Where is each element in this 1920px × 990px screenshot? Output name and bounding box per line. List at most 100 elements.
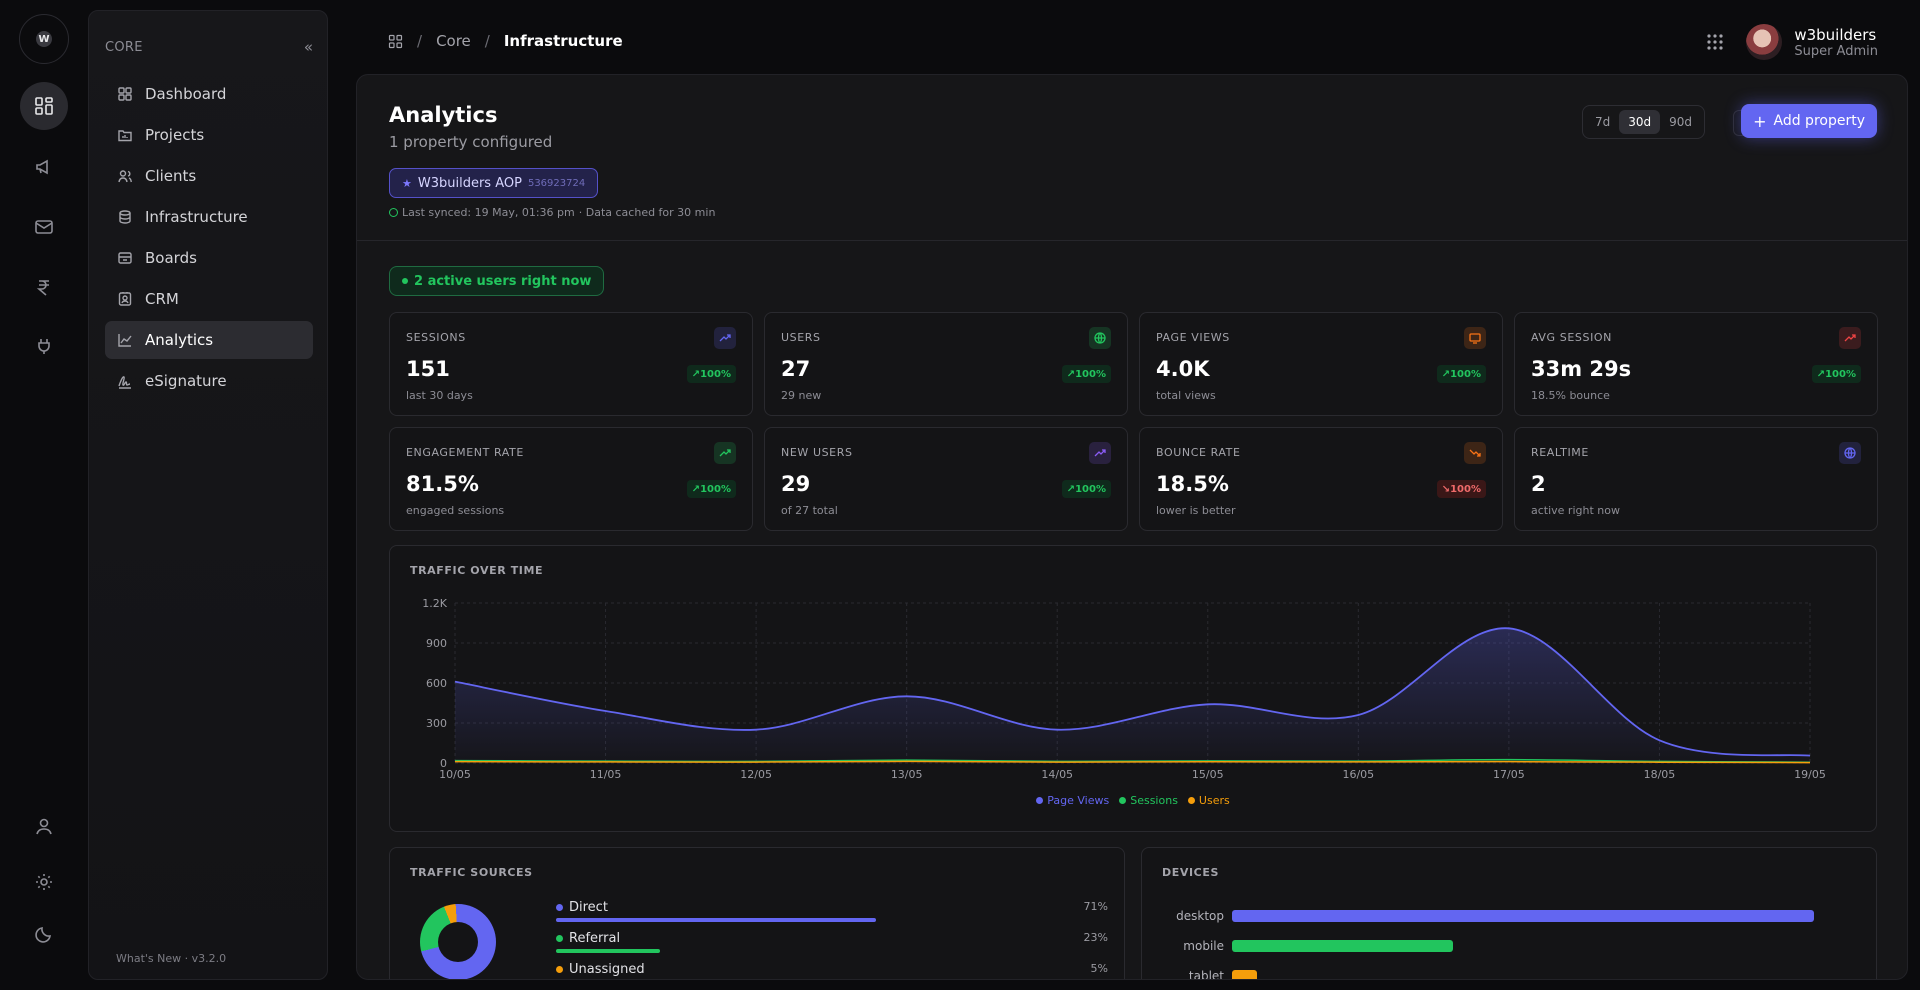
legend-swatch [1036,797,1044,804]
grid-icon [118,87,132,101]
legend-item[interactable]: Sessions [1119,794,1178,807]
stat-value: 81.5% [406,472,479,496]
y-tick-label: 900 [426,637,447,650]
moon-icon [35,927,51,943]
stat-card-realtime[interactable]: REALTIME 2 active right now [1514,427,1878,531]
collapse-sidebar-icon[interactable]: « [303,38,313,56]
whats-new-link[interactable]: What's New · v3.2.0 [116,952,227,965]
sidebar-item-label: Infrastructure [145,208,248,226]
device-row[interactable]: desktop [1162,906,1814,926]
source-dot [556,904,563,911]
sidebar-item-label: Clients [145,167,197,185]
cache-note: · Data cached for 30 min [578,206,716,219]
sidebar-item-label: Analytics [145,331,214,349]
stat-value: 27 [781,357,811,381]
sidebar-item-infrastructure[interactable]: Infrastructure [105,198,313,236]
stat-label: ENGAGEMENT RATE [406,446,524,459]
rail-dashboard-button[interactable] [20,82,68,130]
stat-label: REALTIME [1531,446,1589,459]
stat-card-sessions[interactable]: SESSIONS 151 last 30 days ↗ 100% [389,312,753,416]
sidebar-item-esignature[interactable]: eSignature [105,362,313,400]
trend-up-icon [714,327,736,349]
x-tick-label: 19/05 [1794,768,1826,781]
breadcrumb-separator: / [484,32,490,50]
sidebar-item-clients[interactable]: Clients [105,157,313,195]
breadcrumb-core[interactable]: Core [436,32,471,50]
sidebar-item-boards[interactable]: Boards [105,239,313,277]
page-subtitle: 1 property configured [389,133,553,151]
app-logo[interactable]: W [19,14,69,64]
user-area: w3builders Super Admin [1706,24,1878,60]
stat-change-value: 100% [700,368,731,380]
rail-profile-button[interactable] [20,802,68,850]
device-bar [1232,940,1454,952]
active-users-text: 2 active users right now [414,273,592,289]
megaphone-icon [36,159,48,175]
y-tick-label: 300 [426,717,447,730]
rail-mail-button[interactable] [20,203,68,251]
stat-card-bounce-rate[interactable]: BOUNCE RATE 18.5% lower is better ↘ 100% [1139,427,1503,531]
stat-label: NEW USERS [781,446,853,459]
stat-label: PAGE VIEWS [1156,331,1230,344]
device-bar [1232,910,1814,922]
trend-up-icon [714,442,736,464]
rail-finance-button[interactable] [20,263,68,311]
sidebar-item-crm[interactable]: CRM [105,280,313,318]
stat-change-value: 100% [1825,368,1856,380]
stat-value: 33m 29s [1531,357,1632,381]
legend-swatch [1187,797,1195,804]
avatar[interactable] [1746,24,1783,60]
x-tick-label: 13/05 [891,768,923,781]
stat-card-new-users[interactable]: NEW USERS 29 of 27 total ↗ 100% [764,427,1128,531]
property-id: 536923724 [527,177,586,189]
range-30d[interactable]: 30d [1619,110,1661,134]
device-label: desktop [1176,909,1224,923]
star-icon: ★ [402,176,412,190]
breadcrumb-current: Infrastructure [503,32,623,50]
stat-label: AVG SESSION [1531,331,1612,344]
stat-sub: of 27 total [781,504,838,517]
devices-card: DEVICES desktop mobile tablet [1141,847,1877,980]
stat-card-avg-session[interactable]: AVG SESSION 33m 29s 18.5% bounce ↗ 100% [1514,312,1878,416]
sidebar-item-projects[interactable]: Projects [105,116,313,154]
stat-change-badge: ↘ 100% [1436,480,1486,498]
rail-settings-button[interactable] [20,858,68,906]
stat-label: BOUNCE RATE [1156,446,1241,459]
plug-icon [38,339,50,354]
apps-grid-icon[interactable] [1706,33,1724,51]
rail-campaigns-button[interactable] [20,143,68,191]
source-dot [556,966,563,973]
stat-card-engagement-rate[interactable]: ENGAGEMENT RATE 81.5% engaged sessions ↗ 100… [389,427,753,531]
y-tick-label: 600 [426,677,447,690]
sidebar-item-label: eSignature [145,372,227,390]
rail-integrations-button[interactable] [20,322,68,370]
trend-up-icon: ↗ [691,368,701,380]
stat-change-value: 100% [1450,483,1481,495]
device-row[interactable]: mobile [1162,936,1454,956]
stat-sub: lower is better [1156,504,1236,517]
stat-card-page-views[interactable]: PAGE VIEWS 4.0K total views ↗ 100% [1139,312,1503,416]
sidebar-item-dashboard[interactable]: Dashboard [105,75,313,113]
sidebar-item-analytics[interactable]: Analytics [105,321,313,359]
settings-gear-icon [36,874,52,890]
source-name: Direct [556,900,608,915]
rail-theme-button[interactable] [20,910,68,958]
source-row[interactable]: Unassigned 5% [556,962,1108,979]
trend-down-icon [1464,442,1486,464]
range-7d[interactable]: 7d [1594,115,1611,129]
range-90d[interactable]: 90d [1669,115,1692,129]
property-chip[interactable]: ★ W3builders AOP 536923724 [389,168,599,198]
device-row[interactable]: tablet [1162,966,1257,980]
device-bar [1232,970,1257,979]
grid-home-icon[interactable] [388,34,403,49]
legend-item[interactable]: Page Views [1036,794,1109,807]
stat-card-users[interactable]: USERS 27 29 new ↗ 100% [764,312,1128,416]
source-row[interactable]: Direct 71% [556,900,1108,931]
device-label: tablet [1188,969,1224,980]
add-property-button[interactable]: + Add property [1741,104,1877,138]
user-info[interactable]: w3builders Super Admin [1794,26,1878,59]
legend-item[interactable]: Users [1187,794,1230,807]
archive-box-icon [118,252,132,264]
source-row[interactable]: Referral 23% [556,931,1108,962]
